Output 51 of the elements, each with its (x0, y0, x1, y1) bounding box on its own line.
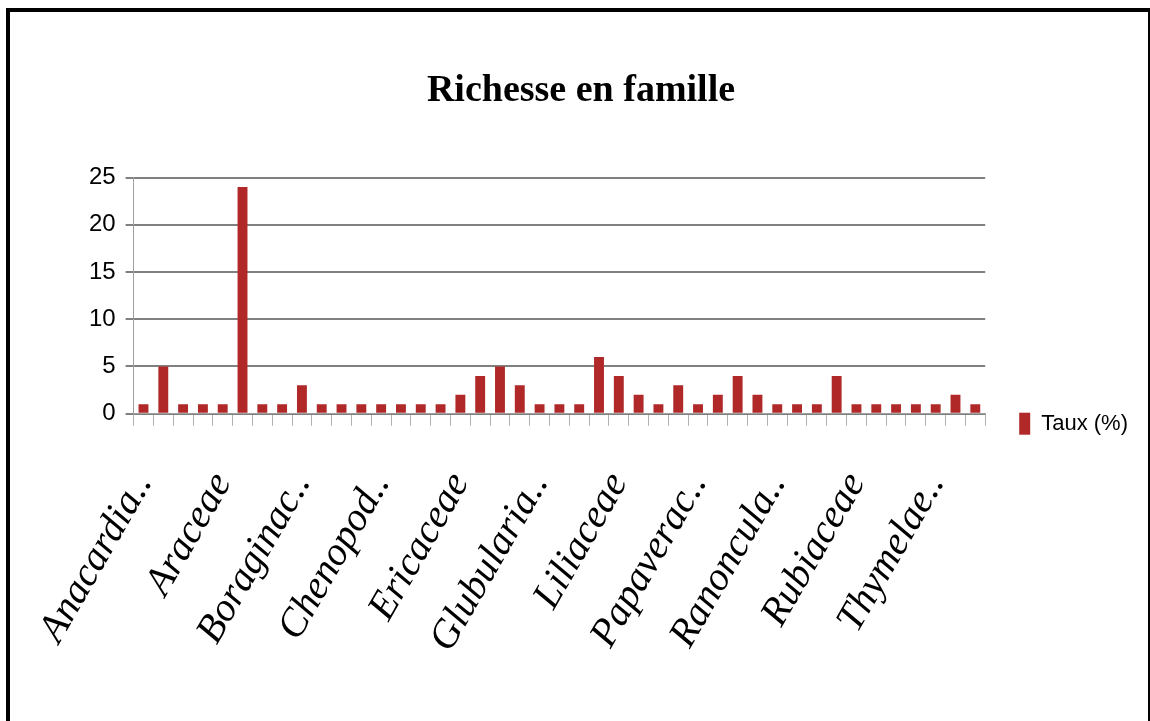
y-tick-label: 20 (88, 209, 116, 237)
legend-label: Taux (%) (1041, 409, 1128, 435)
bar (296, 385, 307, 413)
bar (514, 385, 525, 413)
bar (613, 375, 624, 413)
bar (257, 404, 268, 413)
bar (594, 357, 604, 413)
bar (277, 404, 288, 413)
bar (732, 375, 743, 413)
bar (158, 366, 169, 413)
bar (950, 394, 961, 413)
bar (356, 404, 367, 413)
bar (217, 404, 228, 413)
bar (574, 404, 585, 413)
bar (792, 404, 803, 413)
bar (455, 394, 466, 413)
bar (554, 404, 565, 413)
bar (396, 404, 406, 413)
bar (891, 404, 902, 413)
bar (435, 404, 446, 413)
chart-title: Richesse en famille (426, 66, 736, 109)
y-tick-label: 0 (102, 398, 116, 426)
bar (475, 375, 486, 413)
bar (811, 404, 822, 413)
y-tick-label: 15 (88, 256, 116, 284)
bar (831, 375, 842, 413)
bar (752, 394, 763, 413)
bar (693, 404, 703, 413)
y-tick-label: 25 (88, 162, 116, 190)
bar (495, 366, 505, 413)
bar (534, 404, 545, 413)
bar (237, 187, 248, 413)
bar (415, 404, 426, 413)
y-tick-label: 10 (88, 303, 116, 331)
bar (653, 404, 664, 413)
bar (178, 404, 189, 413)
bar (138, 404, 149, 413)
bar (336, 404, 347, 413)
bar (633, 394, 644, 413)
bar (871, 404, 882, 413)
bar (376, 404, 387, 413)
bar (772, 404, 783, 413)
bar (910, 404, 921, 413)
y-tick-label: 5 (102, 351, 116, 379)
bar (316, 404, 327, 413)
bar (712, 394, 723, 413)
bar (930, 404, 941, 413)
bar (673, 385, 684, 413)
bar (197, 404, 208, 413)
bar (970, 404, 981, 413)
bar (851, 404, 862, 413)
